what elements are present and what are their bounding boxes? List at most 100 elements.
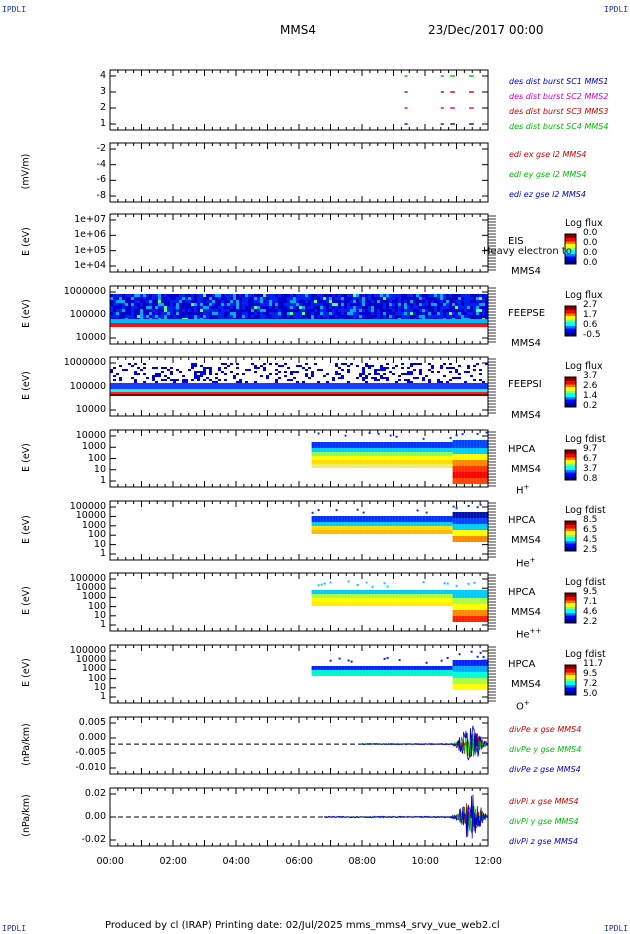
spectrogram-cell [254,371,257,373]
spectrogram-cell [185,309,188,312]
spectrogram-cell [398,309,401,312]
spectrogram-cell [470,518,474,520]
spectrogram-cell [365,598,369,600]
spectrogram-cell [335,363,338,365]
spectrogram-cell [461,592,465,594]
spectrogram-cell [365,446,369,448]
spectrogram-cell [476,309,479,312]
spectrogram-cell [122,306,125,309]
spectrogram-cell [452,482,456,484]
spectrogram-cell [473,482,477,484]
spectrogram-cell [347,452,351,454]
spectrogram-cell [404,516,408,518]
spectrogram-cell [176,297,179,300]
spectrogram-cell [263,303,266,306]
spectrogram-cell [350,600,354,602]
spectrogram-cell [344,452,348,454]
spectrogram-cell [458,600,462,602]
spectrogram-cell [332,466,336,468]
spectrogram-cell [446,448,450,450]
spectrogram-cell [395,674,399,676]
spectrogram-cell [395,456,399,458]
spectrogram-cell [482,594,486,596]
colorbar-cell [565,468,576,471]
spectrogram-cell [341,462,345,464]
spectrogram-cell [128,315,131,318]
colorbar-cell [565,398,576,400]
spectrogram-cell [371,303,374,306]
spectrogram-cell [473,608,477,610]
spectrogram-cell [467,303,470,306]
spectrogram-cell [341,444,345,446]
spectrogram-cell [452,309,455,312]
spectrogram-cell [479,297,482,300]
spectrogram-cell [398,442,402,444]
spectrogram-cell [317,668,321,670]
spectrogram-cell [122,312,125,315]
spectrogram-cell [467,606,471,608]
spectrogram-cell [467,518,471,520]
spectrogram-cell [299,309,302,312]
spectrogram-cell [461,524,465,526]
spectrogram-cell [113,379,116,381]
spectrogram-cell [185,297,188,300]
spectrogram-cell [425,450,429,452]
spectrogram-cell [470,476,474,478]
spectrogram-cell [362,598,366,600]
spectrogram-cell [347,659,350,662]
spectrogram-cell [473,596,477,598]
spectrogram-cell [341,604,345,606]
spectrogram-cell [248,294,251,297]
spectrogram-cell [380,594,384,596]
spectrogram-cell [482,614,486,616]
spectrogram-cell [338,590,342,592]
spectrogram-cell [155,373,158,375]
spectrogram-cell [446,464,450,466]
spectrogram-cell [476,610,480,612]
spectrogram-cell [380,666,384,668]
spectrogram-cell [260,315,263,318]
spectrogram-cell [164,309,167,312]
spectrogram-cell [356,674,360,676]
spectrogram-cell [422,462,426,464]
spectrogram-cell [356,594,360,596]
spectrogram-cell [365,594,369,596]
spectrogram-cell [389,604,393,606]
spectrogram-cell [452,524,456,526]
spectrogram-cell [419,598,423,600]
spectrogram-cell [290,309,293,312]
spectrogram-cell [428,464,432,466]
spectrogram-cell [236,363,239,365]
spectrogram-cell [407,367,410,369]
spectrogram-cell [470,452,474,454]
spectrogram-cell [371,596,375,598]
spectrogram-cell [419,363,422,365]
spectrogram-cell [317,446,321,448]
spectrogram-cell [473,300,476,303]
spectrogram-cell [317,598,321,600]
spectrogram-cell [419,452,423,454]
spectrogram-cell [431,592,435,594]
spectrogram-cell [467,514,471,516]
spectrogram-cell [452,478,456,480]
spectrogram-cell [323,524,327,526]
spectrogram-cell [383,456,387,458]
spectrogram-cell [227,300,230,303]
spectrogram-cell [275,294,278,297]
spectrogram-cell [197,312,200,315]
spectrogram-cell [350,594,354,596]
spectrogram-cell [359,460,363,462]
spectrogram-cell [410,594,414,596]
spectrogram-cell [449,524,453,526]
spectrogram-cell [386,458,390,460]
spectrogram-cell [389,446,393,448]
spectrogram-cell [383,596,387,598]
spectrogram-cell [131,303,134,306]
spectrogram-cell [407,600,411,602]
spectrogram-cell [158,300,161,303]
spectrogram-cell [440,596,444,598]
spectrogram-cell [467,315,470,318]
spectrogram-cell [473,452,477,454]
spectrogram-cell [350,670,354,672]
spectrogram-cell [422,528,426,530]
